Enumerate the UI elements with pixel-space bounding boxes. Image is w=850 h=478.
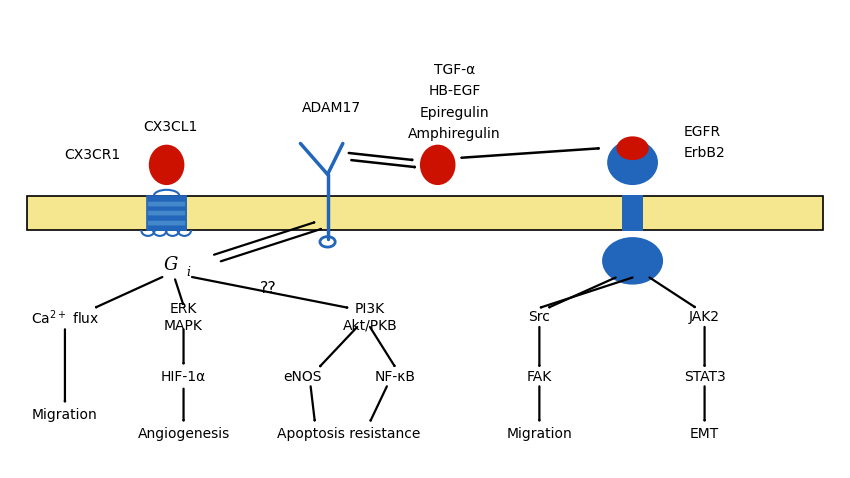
Bar xyxy=(27,196,823,230)
Text: i: i xyxy=(187,266,190,279)
Ellipse shape xyxy=(602,237,663,284)
Bar xyxy=(622,195,643,231)
Text: JAK2: JAK2 xyxy=(689,310,720,325)
Text: EMT: EMT xyxy=(690,427,719,441)
Text: CX3CL1: CX3CL1 xyxy=(144,120,198,134)
Bar xyxy=(147,206,186,210)
Bar xyxy=(147,201,186,206)
Ellipse shape xyxy=(420,145,456,185)
Text: NF-κB: NF-κB xyxy=(375,370,416,384)
Text: ErbB2: ErbB2 xyxy=(683,146,725,160)
Text: Amphiregulin: Amphiregulin xyxy=(408,127,501,141)
Bar xyxy=(147,220,186,225)
Text: eNOS: eNOS xyxy=(283,370,321,384)
Text: ??: ?? xyxy=(260,282,276,296)
Text: Ca$^{2+}$ flux: Ca$^{2+}$ flux xyxy=(31,308,99,326)
Bar xyxy=(147,215,186,220)
Text: Angiogenesis: Angiogenesis xyxy=(138,427,230,441)
Text: ERK: ERK xyxy=(170,302,197,316)
Text: MAPK: MAPK xyxy=(164,319,203,333)
Text: G: G xyxy=(164,256,178,274)
Text: Migration: Migration xyxy=(32,408,98,422)
Text: HIF-1α: HIF-1α xyxy=(161,370,207,384)
Text: PI3K: PI3K xyxy=(354,302,385,316)
Ellipse shape xyxy=(149,145,184,185)
Ellipse shape xyxy=(616,136,649,160)
Text: EGFR: EGFR xyxy=(683,125,721,139)
Ellipse shape xyxy=(607,140,658,185)
Text: TGF-α: TGF-α xyxy=(434,63,475,77)
Bar xyxy=(147,210,186,215)
Text: ADAM17: ADAM17 xyxy=(303,101,361,115)
Text: Akt/PKB: Akt/PKB xyxy=(343,319,397,333)
Bar xyxy=(147,196,186,230)
Text: STAT3: STAT3 xyxy=(683,370,725,384)
Text: CX3CR1: CX3CR1 xyxy=(64,148,120,163)
Bar xyxy=(147,196,186,201)
Text: Src: Src xyxy=(529,310,550,325)
Text: Apoptosis resistance: Apoptosis resistance xyxy=(277,427,421,441)
Text: HB-EGF: HB-EGF xyxy=(428,84,481,98)
Text: Migration: Migration xyxy=(507,427,572,441)
Text: FAK: FAK xyxy=(527,370,552,384)
Bar xyxy=(147,225,186,230)
Text: Epiregulin: Epiregulin xyxy=(420,106,490,120)
